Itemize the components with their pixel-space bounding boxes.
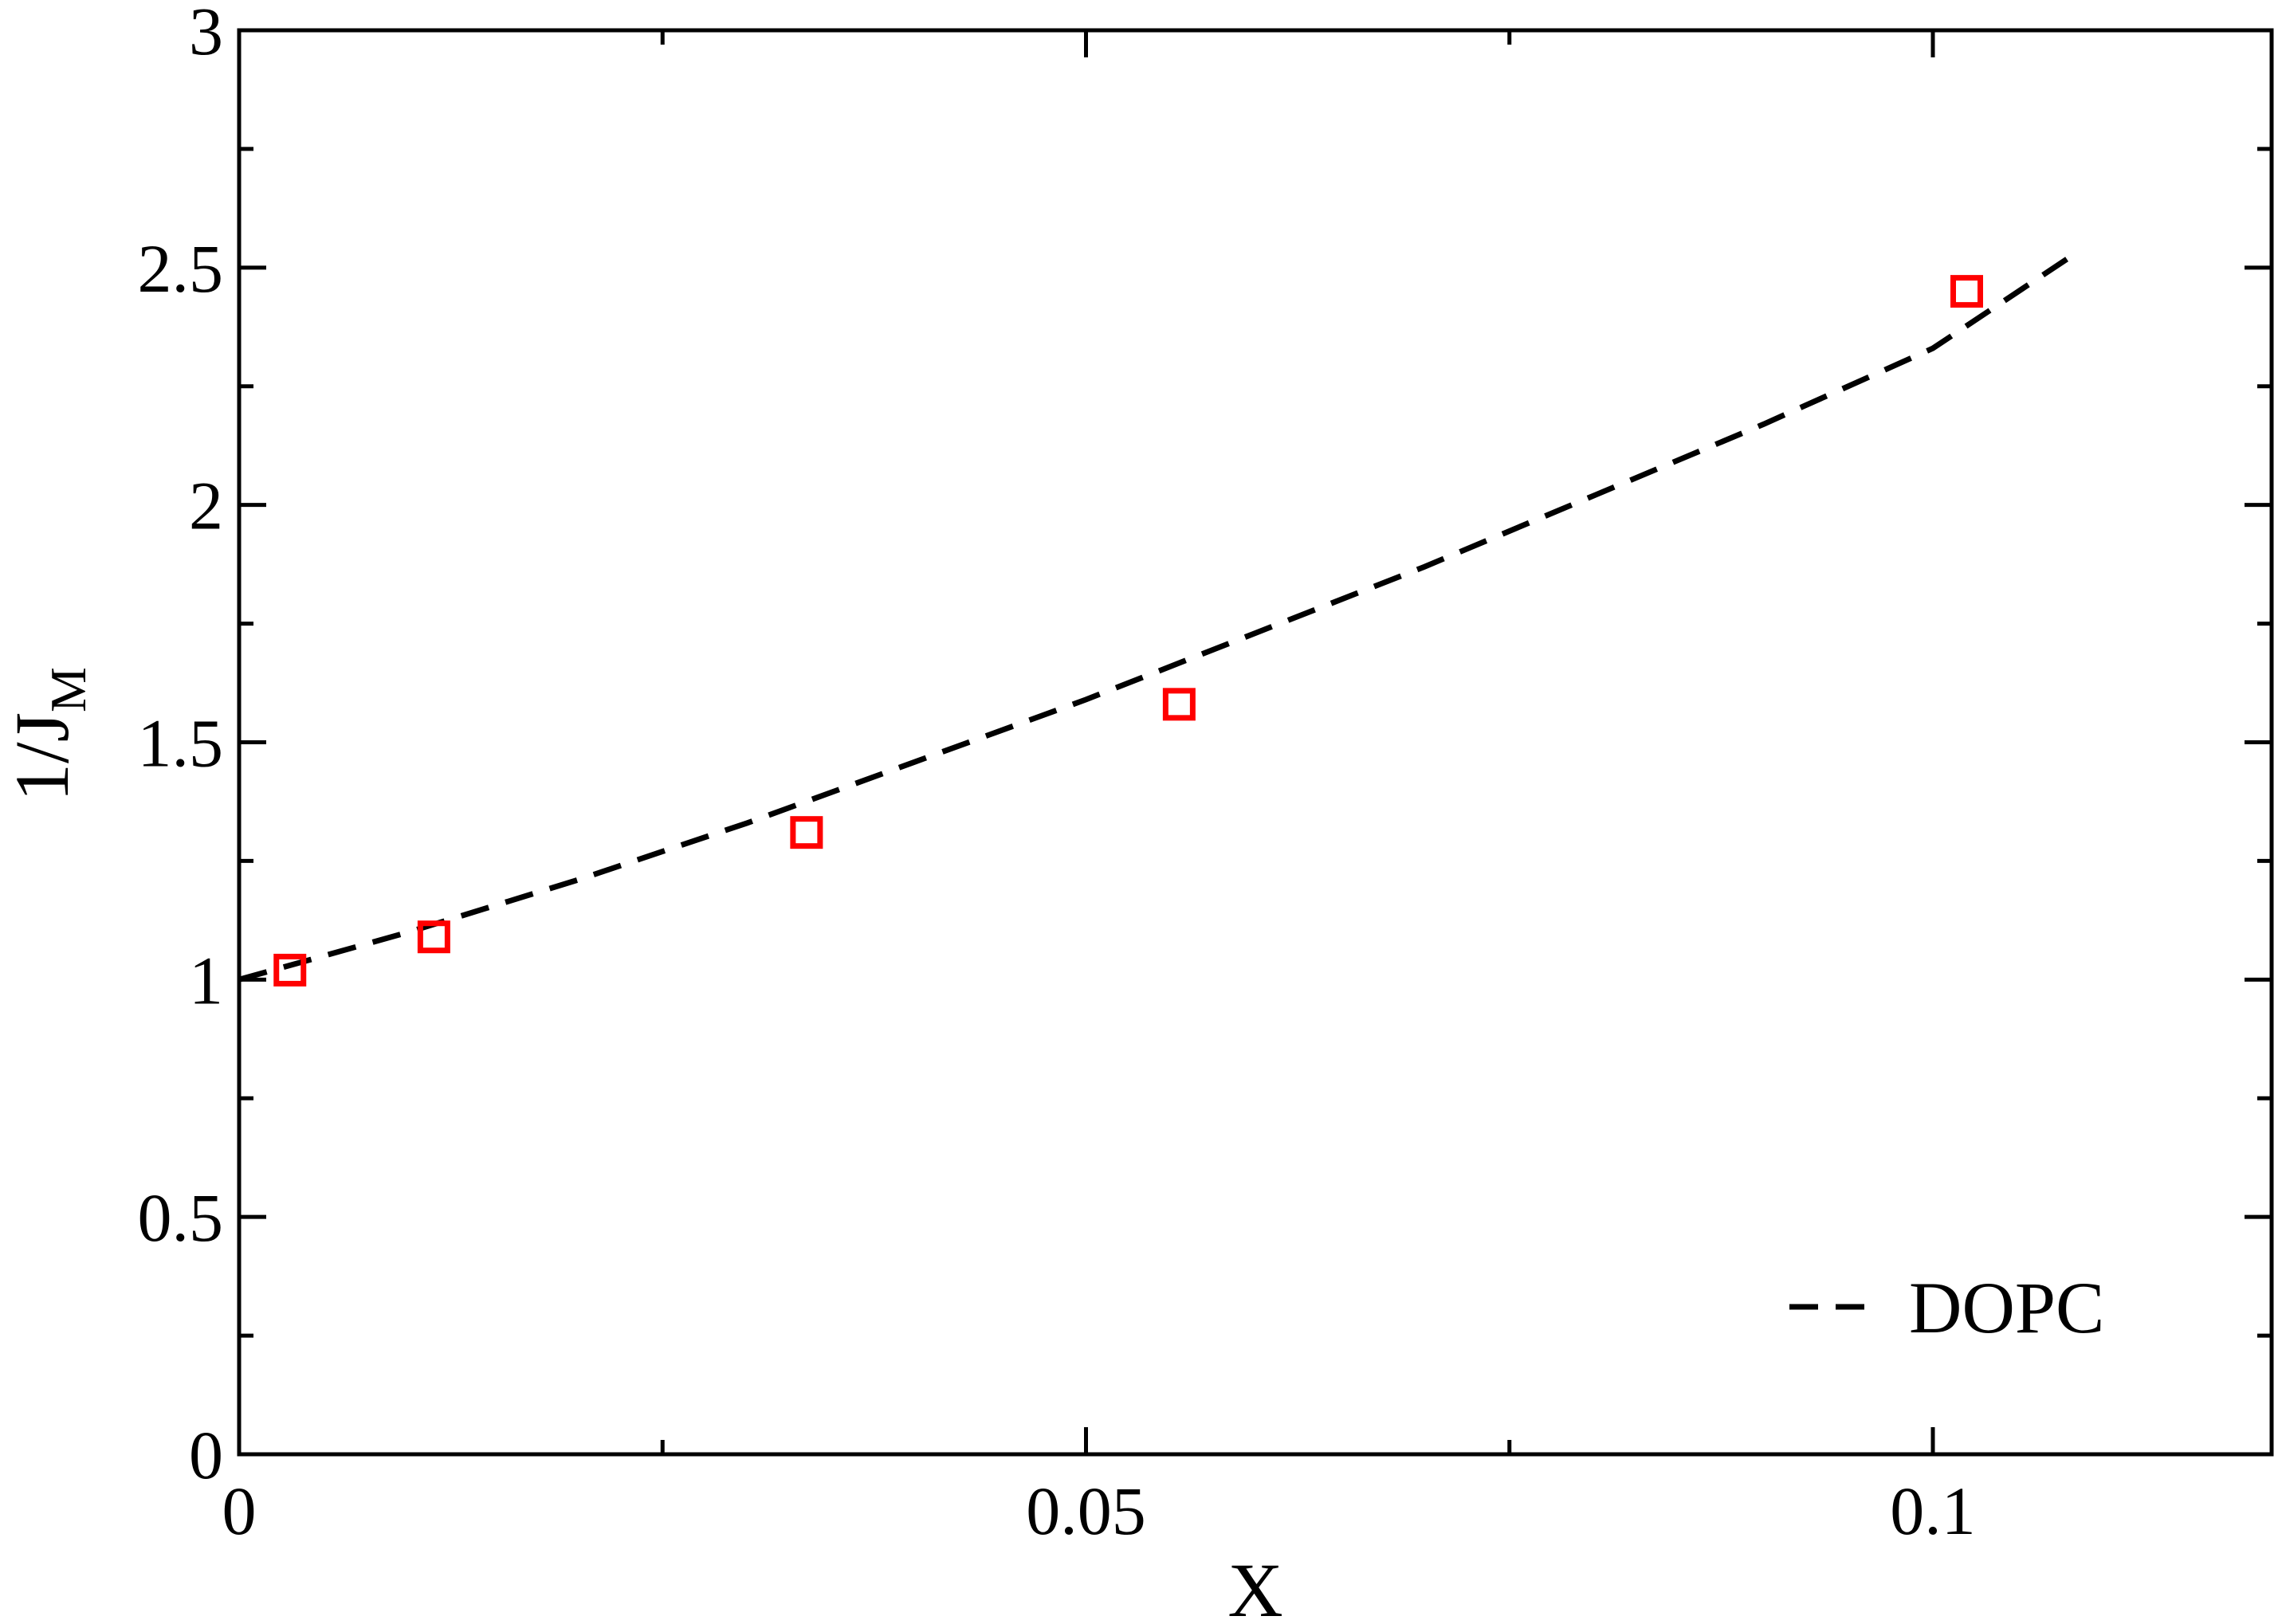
axis-ticks <box>237 28 2272 1457</box>
y-tick-label: 2.5 <box>138 230 224 307</box>
series-line-dopc <box>238 255 2070 983</box>
y-tick-label: 1 <box>189 942 223 1018</box>
y-axis-label-subscript: M <box>40 667 96 712</box>
x-tick-label: 0 <box>222 1473 257 1549</box>
y-tick-label: 0.5 <box>138 1179 224 1256</box>
tick-labels: 0 0.05 0.1 0 0.5 1 1.5 2 2.5 3 <box>138 0 1976 1549</box>
x-tick-label: 0.1 <box>1890 1473 1976 1549</box>
data-point-marker <box>273 953 307 987</box>
series-layer <box>238 255 2070 987</box>
plot-frame <box>237 28 2274 1457</box>
y-axis-label-main: 1/J <box>0 712 84 802</box>
data-point-marker <box>790 816 823 849</box>
data-point-marker <box>417 920 450 954</box>
y-tick-label: 3 <box>189 0 223 69</box>
y-tick-label: 2 <box>189 468 223 544</box>
y-tick-label: 0 <box>189 1417 223 1493</box>
legend-label-dopc: DOPC <box>1909 1267 2104 1348</box>
y-axis-label: 1/JM <box>0 667 96 802</box>
data-point-marker <box>1950 275 1983 308</box>
y-tick-label: 1.5 <box>138 705 224 782</box>
data-point-marker <box>1162 688 1196 721</box>
x-axis-label: X <box>1227 1548 1282 1624</box>
legend: DOPC <box>1789 1267 2104 1348</box>
x-tick-label: 0.05 <box>1026 1473 1146 1549</box>
